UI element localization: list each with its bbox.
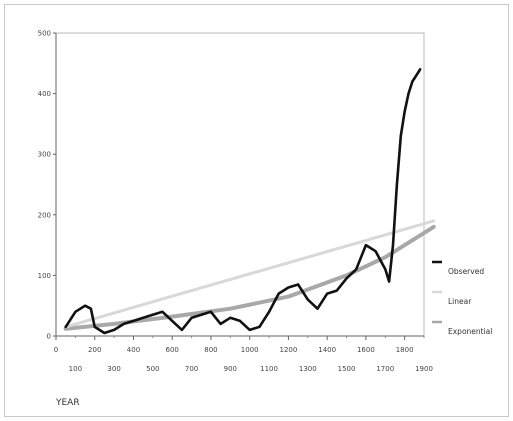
- series-line-observed: [64, 68, 422, 335]
- series-line-linear: [64, 219, 436, 329]
- x-tick-label: 400: [127, 346, 140, 354]
- y-tick-label: 500: [38, 30, 51, 38]
- x-tick-label: 1000: [241, 346, 259, 354]
- x-axis-title: YEAR: [55, 398, 80, 408]
- x-tick-label: 1900: [415, 365, 433, 373]
- legend-label: Exponential: [448, 327, 492, 336]
- y-tick-label: 0: [47, 333, 51, 341]
- x-tick-label: 900: [224, 365, 237, 373]
- x-tick-label: 700: [185, 365, 198, 373]
- y-tick-label: 300: [38, 151, 51, 159]
- x-tick-label: 0: [54, 346, 58, 354]
- legend-label: Linear: [448, 297, 472, 306]
- x-tick-label: 1600: [357, 346, 375, 354]
- y-tick-label: 400: [38, 90, 51, 98]
- plot-background: [55, 32, 425, 337]
- series-layer: [63, 68, 436, 335]
- x-tick-label: 100: [69, 365, 82, 373]
- x-tick-label: 1300: [299, 365, 317, 373]
- x-tick-label: 300: [107, 365, 120, 373]
- x-tick-label: 200: [88, 346, 101, 354]
- x-tick-label: 1500: [338, 365, 356, 373]
- x-tick-label: 1800: [396, 346, 414, 354]
- y-tick-label: 200: [38, 211, 51, 219]
- x-tick-label: 1100: [260, 365, 278, 373]
- legend-label: Observed: [448, 267, 484, 276]
- x-tick-label: 1200: [280, 346, 298, 354]
- y-tick-label: 100: [38, 272, 51, 280]
- x-tick-label: 1700: [376, 365, 394, 373]
- x-tick-label: 500: [146, 365, 159, 373]
- plot-area: [55, 32, 425, 337]
- axes: 0 100 200 300 400 500 0 200 400 600 800 1000 1200 140…: [38, 30, 433, 374]
- x-tick-label: 600: [166, 346, 179, 354]
- legend: Observed Linear Exponential: [432, 260, 492, 336]
- x-tick-label: 800: [204, 346, 217, 354]
- chart-frame: [4, 4, 509, 417]
- x-tick-label: 1400: [318, 346, 336, 354]
